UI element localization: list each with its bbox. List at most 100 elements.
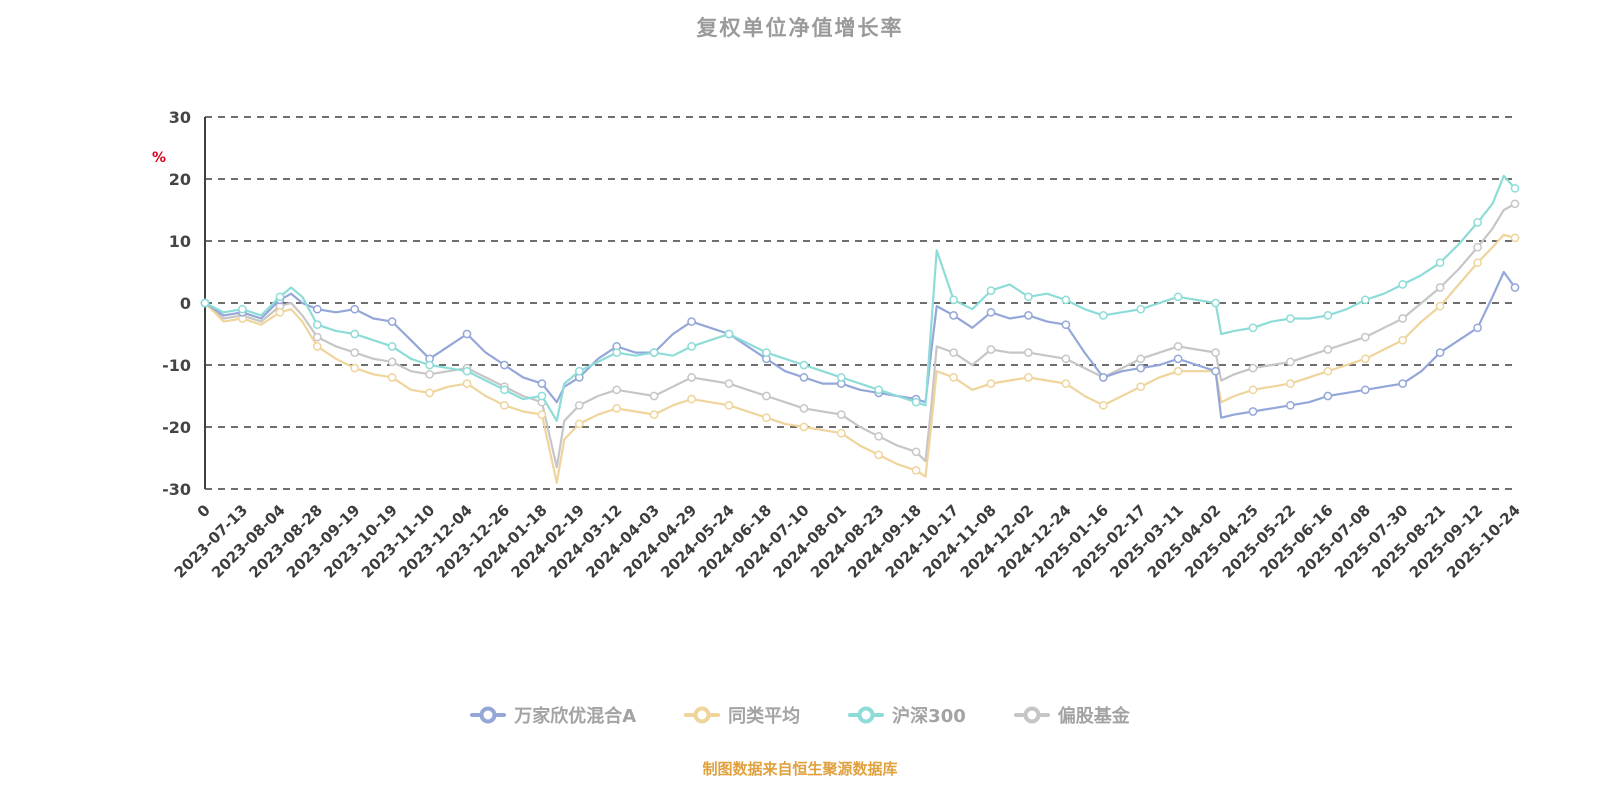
series-line-3 — [203, 202, 1517, 469]
series-marker — [874, 450, 884, 460]
series-marker — [1286, 400, 1295, 410]
series-marker — [1323, 311, 1333, 320]
series-marker — [1360, 354, 1370, 364]
series-marker — [1098, 400, 1108, 410]
series-marker — [312, 320, 322, 330]
series-marker — [350, 348, 360, 357]
legend-item-4[interactable]: 偏股基金 — [1013, 702, 1130, 728]
series-marker — [1024, 373, 1033, 382]
legend-item-2[interactable]: 同类平均 — [684, 702, 800, 728]
series-marker — [1286, 357, 1295, 367]
legend-marker-icon — [1013, 705, 1050, 725]
series-marker — [1098, 311, 1108, 320]
series-marker — [350, 363, 360, 373]
chart-title: 复权单位净值增长率 — [696, 16, 904, 40]
y-axis-unit-label: % — [152, 150, 166, 166]
data-source-note: 制图数据来自恒生聚源数据库 — [702, 760, 898, 778]
series-marker — [986, 307, 996, 317]
legend-item-3[interactable]: 沪深300 — [848, 702, 966, 728]
y-tick-label: 0 — [180, 294, 191, 313]
series-marker — [687, 317, 696, 326]
series-marker — [1286, 379, 1295, 388]
series-marker — [1473, 323, 1482, 333]
legend-item-1[interactable]: 万家欣优混合A — [470, 702, 636, 728]
series-marker — [312, 332, 322, 342]
series-marker — [1510, 283, 1520, 292]
series-marker — [574, 366, 584, 376]
legend-label: 万家欣优混合A — [514, 706, 637, 727]
series-marker — [1323, 345, 1333, 354]
series-marker — [649, 391, 659, 401]
legend-label: 沪深300 — [892, 706, 966, 727]
series-marker — [612, 404, 622, 413]
series-marker — [874, 385, 884, 395]
series-marker — [1435, 348, 1445, 357]
series-marker — [500, 400, 509, 410]
y-tick-label: 30 — [169, 108, 191, 127]
series-marker — [462, 379, 472, 388]
series-marker — [1211, 298, 1220, 308]
series-marker — [1510, 183, 1520, 193]
series-marker — [1323, 366, 1333, 376]
y-tick-label: 10 — [169, 232, 191, 251]
series-marker — [1473, 242, 1482, 252]
series-marker — [799, 422, 809, 432]
series-marker — [387, 357, 397, 367]
series-marker — [312, 304, 322, 314]
series-marker — [1173, 292, 1183, 302]
series-marker — [200, 298, 210, 308]
series-marker — [762, 348, 771, 357]
series-marker — [537, 410, 547, 419]
series-marker — [687, 342, 696, 351]
series-marker — [1435, 301, 1445, 311]
y-tick-label: -20 — [162, 418, 191, 437]
series-marker — [425, 388, 434, 398]
series-marker — [1061, 295, 1071, 305]
series-line-0 — [203, 270, 1517, 419]
series-line-1 — [203, 233, 1517, 484]
series-marker — [350, 304, 360, 314]
series-marker — [836, 410, 846, 419]
series-marker — [500, 385, 509, 395]
legend-label: 偏股基金 — [1057, 706, 1130, 727]
series-marker — [1211, 366, 1220, 376]
series-marker — [1136, 304, 1146, 314]
series-marker — [687, 373, 696, 382]
series-marker — [574, 400, 584, 410]
series-marker — [836, 428, 846, 438]
series-marker — [1398, 379, 1408, 388]
series-marker — [762, 391, 771, 401]
series-marker — [1360, 295, 1370, 305]
legend-marker-icon — [470, 705, 507, 725]
series-marker — [687, 394, 696, 404]
series-marker — [1398, 335, 1408, 345]
series-marker — [1061, 320, 1071, 330]
series-marker — [799, 360, 809, 370]
series-marker — [1098, 373, 1108, 382]
series-marker — [649, 410, 659, 419]
series-marker — [836, 373, 846, 382]
series-marker — [387, 317, 397, 326]
series-marker — [949, 295, 958, 305]
series-marker — [1248, 323, 1258, 333]
y-tick-label: -10 — [162, 356, 191, 375]
series-marker — [462, 366, 472, 376]
series-marker — [462, 329, 472, 339]
chart-svg: 3020100-10-20-30%02023-07-132023-08-0420… — [152, 108, 1524, 582]
series-marker — [1248, 363, 1258, 373]
series-marker — [1136, 354, 1146, 364]
x-tick-label: 0 — [194, 501, 214, 521]
series-marker — [1435, 283, 1445, 292]
series-marker — [387, 342, 397, 351]
series-marker — [799, 404, 809, 413]
series-marker — [1360, 332, 1370, 342]
series-marker — [986, 379, 996, 388]
series-marker — [1136, 363, 1146, 373]
series-marker — [425, 360, 434, 370]
series-marker — [387, 373, 397, 382]
series-marker — [275, 292, 285, 302]
series-marker — [911, 466, 921, 475]
series-marker — [949, 348, 958, 357]
series-marker — [1173, 342, 1183, 351]
